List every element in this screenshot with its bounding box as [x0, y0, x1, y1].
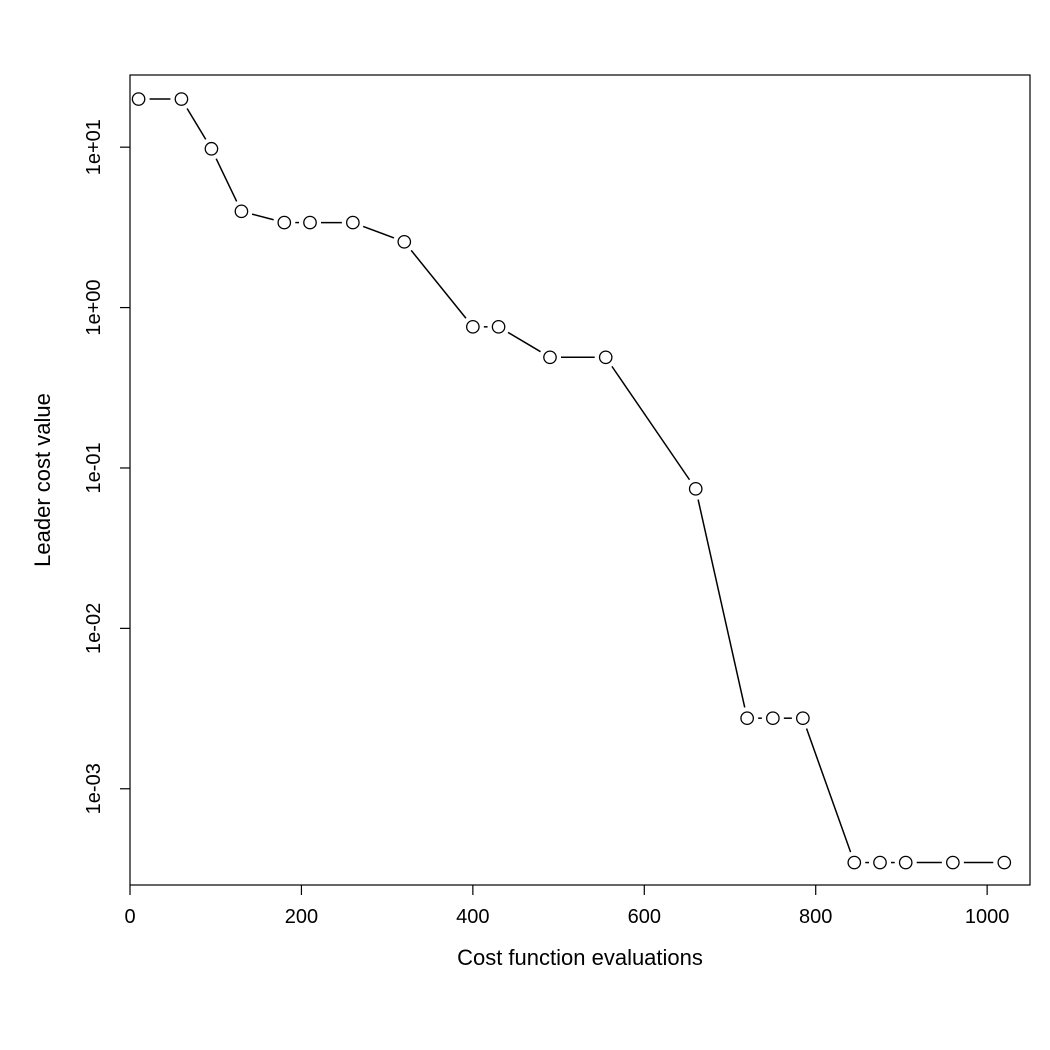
y-axis-label: Leader cost value [30, 393, 55, 567]
y-tick-label: 1e-03 [83, 763, 105, 814]
y-tick-label: 1e-01 [83, 442, 105, 493]
y-tick-label: 1e-02 [83, 603, 105, 654]
x-axis-label: Cost function evaluations [457, 945, 703, 970]
x-tick-label: 200 [285, 906, 318, 928]
x-tick-label: 1000 [965, 906, 1010, 928]
y-tick-label: 1e+00 [83, 279, 105, 335]
convergence-chart: 0 200 400 600 800 1000 1e-03 1e-02 1e-01 1e+00 1e+… [0, 0, 1050, 1050]
x-tick-label: 0 [124, 906, 135, 928]
x-tick-label: 600 [628, 906, 661, 928]
y-tick-label: 1e+01 [83, 119, 105, 175]
x-tick-label: 800 [799, 906, 832, 928]
chart-container: 0 200 400 600 800 1000 1e-03 1e-02 1e-01 1e+00 1e+… [0, 0, 1050, 1050]
x-tick-label: 400 [456, 906, 489, 928]
